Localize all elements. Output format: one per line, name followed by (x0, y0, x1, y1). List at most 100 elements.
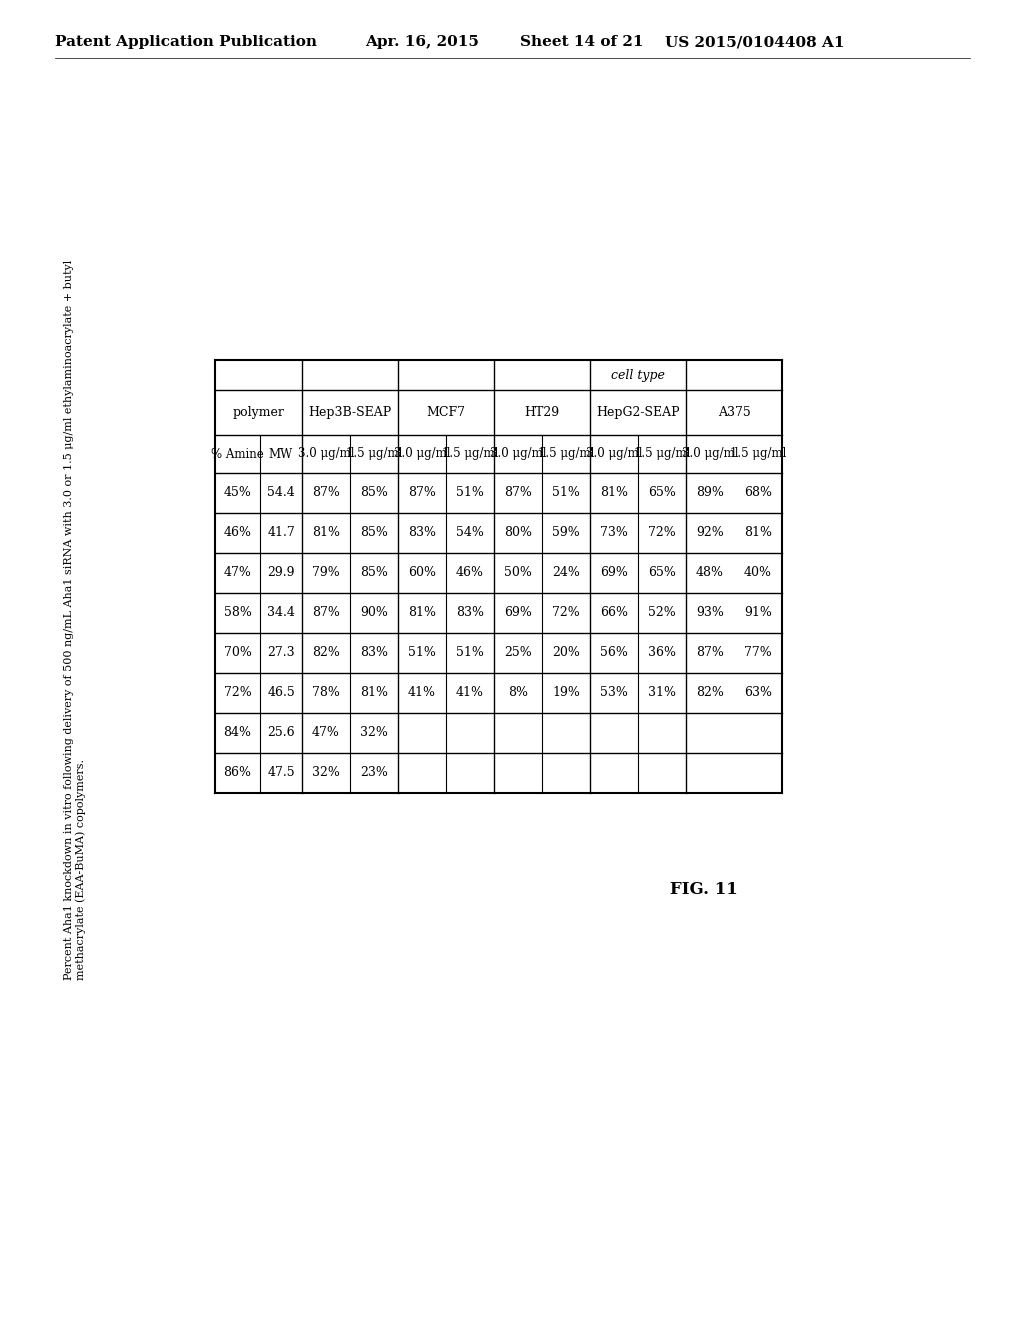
Text: 47%: 47% (223, 566, 252, 579)
Text: MW: MW (269, 447, 293, 461)
Text: 92%: 92% (696, 527, 724, 540)
Text: 80%: 80% (504, 527, 532, 540)
Text: 56%: 56% (600, 647, 628, 660)
Text: 87%: 87% (408, 487, 436, 499)
Text: % Amine: % Amine (211, 447, 264, 461)
Text: Apr. 16, 2015: Apr. 16, 2015 (365, 36, 479, 49)
Text: 60%: 60% (408, 566, 436, 579)
Text: A375: A375 (718, 407, 751, 418)
Text: 82%: 82% (312, 647, 340, 660)
Text: 84%: 84% (223, 726, 252, 739)
Text: 58%: 58% (223, 606, 252, 619)
Text: 93%: 93% (696, 606, 724, 619)
Text: 83%: 83% (456, 606, 484, 619)
Text: 65%: 65% (648, 566, 676, 579)
Text: 19%: 19% (552, 686, 580, 700)
Text: FIG. 11: FIG. 11 (670, 882, 737, 899)
Text: 1.5 μg/ml: 1.5 μg/ml (346, 447, 402, 461)
Text: 24%: 24% (552, 566, 580, 579)
Text: 51%: 51% (408, 647, 436, 660)
Text: 46%: 46% (223, 527, 252, 540)
Text: 72%: 72% (648, 527, 676, 540)
Text: 32%: 32% (360, 726, 388, 739)
Text: 1.5 μg/ml: 1.5 μg/ml (538, 447, 594, 461)
Text: HT29: HT29 (524, 407, 559, 418)
Text: 46.5: 46.5 (267, 686, 295, 700)
Text: 83%: 83% (360, 647, 388, 660)
Text: Hep3B-SEAP: Hep3B-SEAP (308, 407, 391, 418)
Text: 41%: 41% (408, 686, 436, 700)
Text: 50%: 50% (504, 566, 531, 579)
Text: 87%: 87% (696, 647, 724, 660)
Text: 63%: 63% (744, 686, 772, 700)
Text: Sheet 14 of 21: Sheet 14 of 21 (520, 36, 643, 49)
Text: cell type: cell type (611, 368, 665, 381)
Text: 87%: 87% (504, 487, 531, 499)
Text: US 2015/0104408 A1: US 2015/0104408 A1 (665, 36, 845, 49)
Text: 41%: 41% (456, 686, 484, 700)
Text: 8%: 8% (508, 686, 528, 700)
Text: 77%: 77% (744, 647, 772, 660)
Text: 78%: 78% (312, 686, 340, 700)
Text: Patent Application Publication: Patent Application Publication (55, 36, 317, 49)
Text: 25%: 25% (504, 647, 531, 660)
Text: 91%: 91% (744, 606, 772, 619)
Text: 51%: 51% (456, 487, 484, 499)
Text: 36%: 36% (648, 647, 676, 660)
Text: 87%: 87% (312, 487, 340, 499)
Text: 81%: 81% (408, 606, 436, 619)
Text: 46%: 46% (456, 566, 484, 579)
Text: 73%: 73% (600, 527, 628, 540)
Text: 3.0 μg/ml: 3.0 μg/ml (682, 447, 738, 461)
Text: 59%: 59% (552, 527, 580, 540)
Text: 31%: 31% (648, 686, 676, 700)
Text: HepG2-SEAP: HepG2-SEAP (596, 407, 680, 418)
Text: 40%: 40% (744, 566, 772, 579)
Text: 32%: 32% (312, 767, 340, 780)
Text: 72%: 72% (552, 606, 580, 619)
Text: 25.6: 25.6 (267, 726, 295, 739)
Text: 81%: 81% (312, 527, 340, 540)
Text: 51%: 51% (552, 487, 580, 499)
Text: 85%: 85% (360, 566, 388, 579)
Text: 1.5 μg/ml: 1.5 μg/ml (730, 447, 786, 461)
Text: 90%: 90% (360, 606, 388, 619)
Text: 47.5: 47.5 (267, 767, 295, 780)
Text: 3.0 μg/ml: 3.0 μg/ml (394, 447, 451, 461)
Text: 70%: 70% (223, 647, 252, 660)
Text: 86%: 86% (223, 767, 252, 780)
Text: 3.0 μg/ml: 3.0 μg/ml (489, 447, 546, 461)
Text: 83%: 83% (408, 527, 436, 540)
Text: 89%: 89% (696, 487, 724, 499)
Text: 82%: 82% (696, 686, 724, 700)
Text: 81%: 81% (600, 487, 628, 499)
Text: MCF7: MCF7 (427, 407, 466, 418)
Text: 54%: 54% (456, 527, 484, 540)
Text: 23%: 23% (360, 767, 388, 780)
Text: Percent Aha1 knockdown in vitro following delivery of 500 ng/mL Aha1 siRNA with : Percent Aha1 knockdown in vitro followin… (63, 260, 86, 981)
Text: 3.0 μg/ml: 3.0 μg/ml (298, 447, 354, 461)
Text: 1.5 μg/ml: 1.5 μg/ml (441, 447, 499, 461)
Text: 20%: 20% (552, 647, 580, 660)
Text: 41.7: 41.7 (267, 527, 295, 540)
Text: 45%: 45% (223, 487, 252, 499)
Text: 81%: 81% (744, 527, 772, 540)
Text: 29.9: 29.9 (267, 566, 295, 579)
Text: 68%: 68% (744, 487, 772, 499)
Text: 81%: 81% (360, 686, 388, 700)
Text: 3.0 μg/ml: 3.0 μg/ml (586, 447, 642, 461)
Text: 87%: 87% (312, 606, 340, 619)
Text: 48%: 48% (696, 566, 724, 579)
Text: 54.4: 54.4 (267, 487, 295, 499)
Text: 52%: 52% (648, 606, 676, 619)
Text: 69%: 69% (600, 566, 628, 579)
Text: 1.5 μg/ml: 1.5 μg/ml (634, 447, 690, 461)
Text: 51%: 51% (456, 647, 484, 660)
Text: 72%: 72% (223, 686, 251, 700)
Text: 34.4: 34.4 (267, 606, 295, 619)
Text: 85%: 85% (360, 487, 388, 499)
Text: 27.3: 27.3 (267, 647, 295, 660)
Text: 53%: 53% (600, 686, 628, 700)
Text: 66%: 66% (600, 606, 628, 619)
Text: 65%: 65% (648, 487, 676, 499)
